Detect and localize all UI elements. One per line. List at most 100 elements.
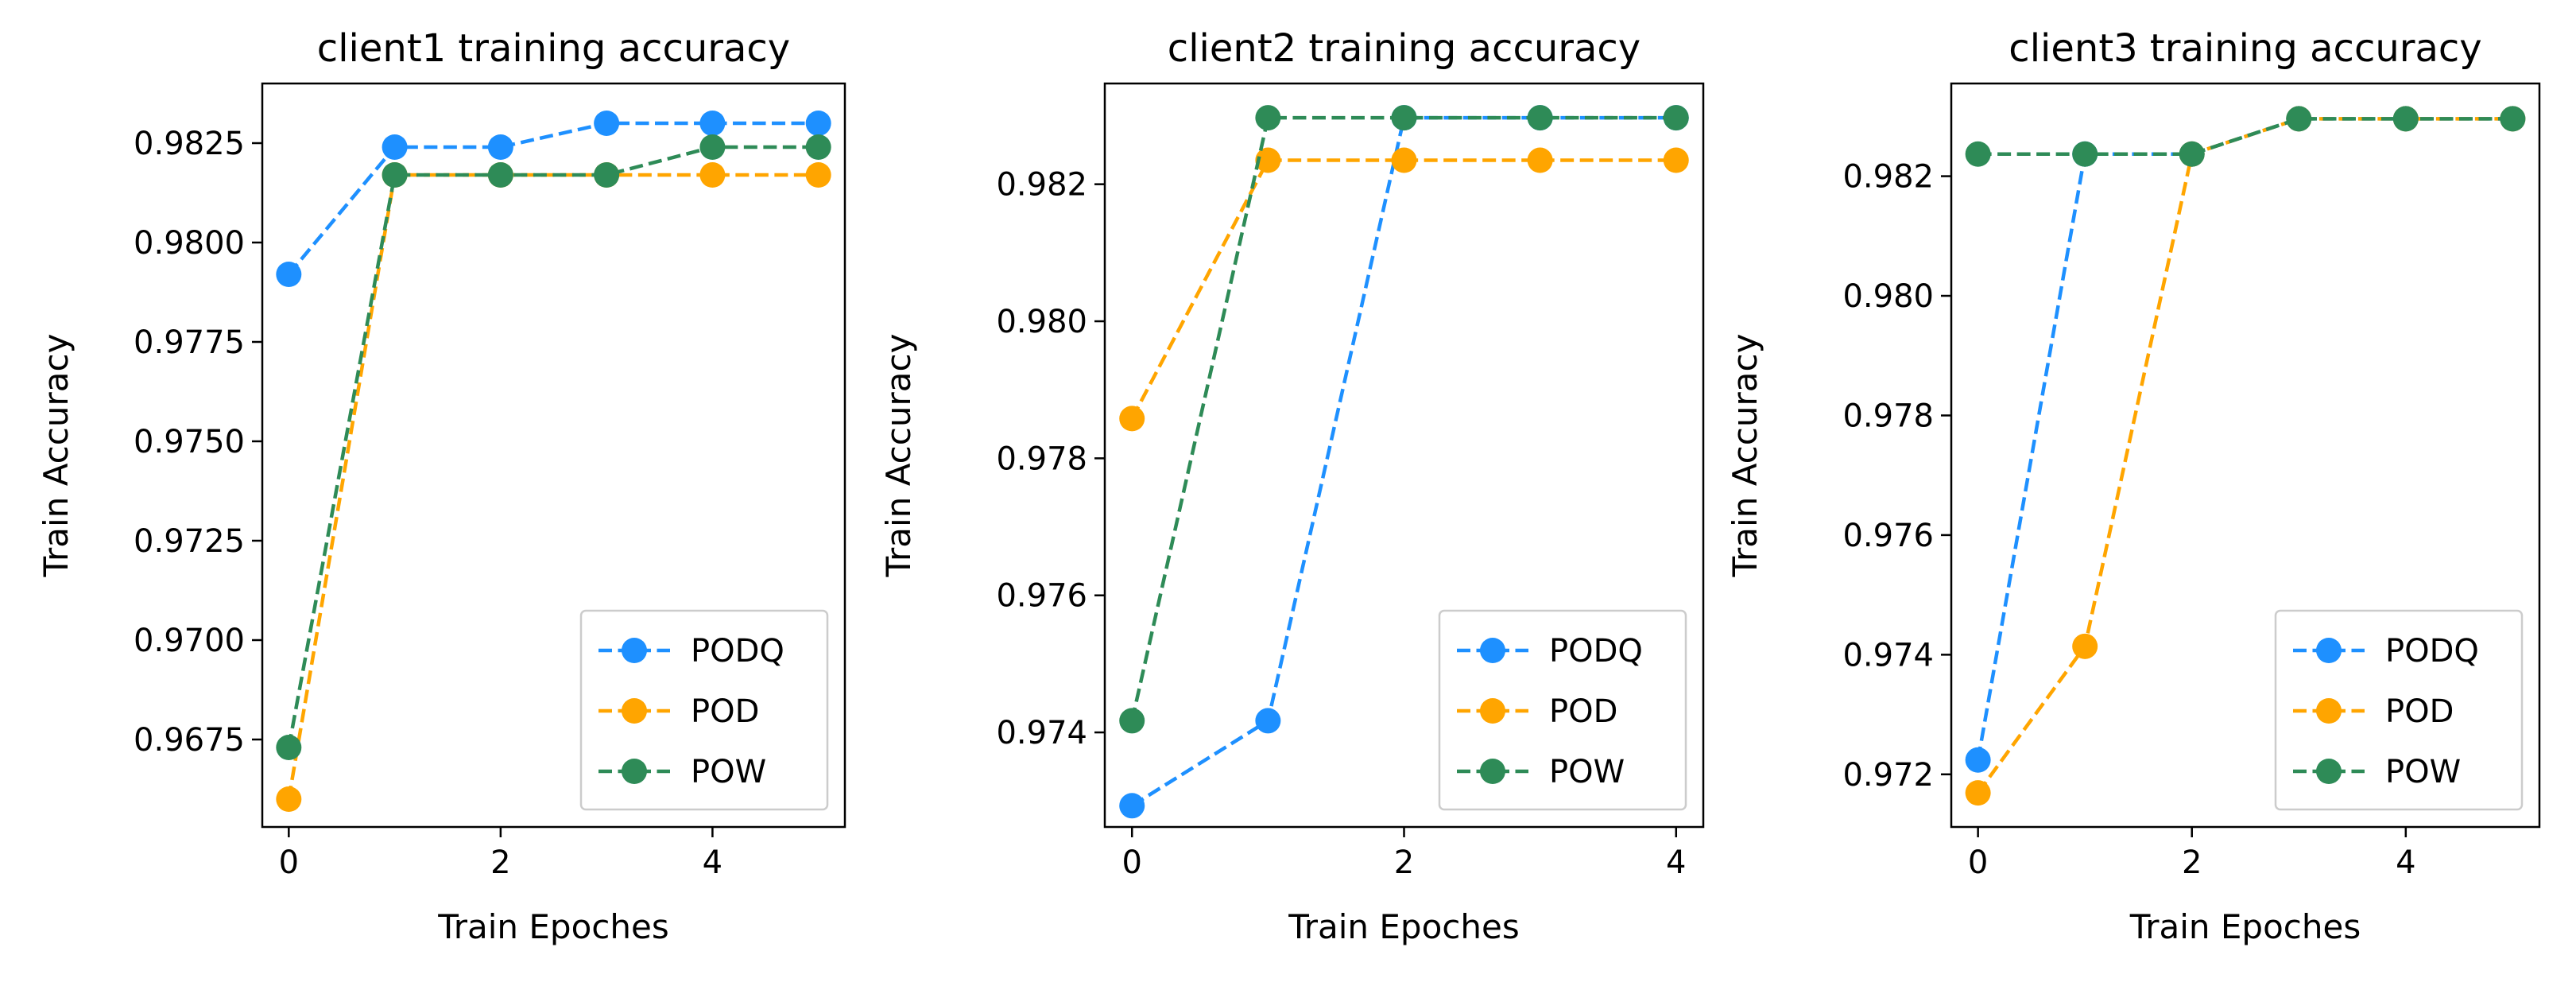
data-point-pod: [276, 786, 302, 812]
y-tick-label: 0.972: [1842, 757, 1934, 794]
data-point-pod: [1391, 147, 1417, 173]
y-tick-label: 0.9700: [134, 623, 245, 659]
x-tick-label: 2: [490, 844, 510, 881]
data-point-pow: [2179, 141, 2205, 167]
legend-label: POW: [2385, 754, 2461, 790]
y-tick-label: 0.9825: [134, 126, 245, 162]
legend-box: [2274, 609, 2524, 811]
y-tick-label: 0.9800: [134, 225, 245, 262]
data-point-podq: [1119, 793, 1145, 819]
x-tick-label: 0: [1968, 844, 1988, 881]
data-point-pod: [2072, 633, 2098, 659]
y-tick-label: 0.982: [1842, 159, 1934, 196]
data-point-pow: [276, 735, 302, 760]
x-tick-label: 0: [1122, 844, 1142, 881]
y-tick-label: 0.9750: [134, 424, 245, 460]
data-point-pow: [382, 162, 408, 188]
legend-box: [579, 609, 829, 811]
data-point-pod: [1965, 780, 1991, 806]
data-point-pow: [594, 162, 620, 188]
legend-marker: [1480, 698, 1505, 724]
chart-title: client3 training accuracy: [2009, 26, 2481, 71]
data-point-pow: [805, 134, 831, 160]
legend-marker: [2316, 759, 2342, 784]
chart-panel-2: client2 training accuracy 0.974 0.976 0.978…: [879, 26, 1705, 946]
data-point-podq: [805, 111, 831, 136]
series-line-podq: [287, 121, 819, 276]
legend-marker: [1480, 759, 1505, 784]
legend: PODQ POD POW: [2274, 609, 2524, 811]
axes-frame: [261, 82, 846, 829]
x-axis-label: Train Epoches: [2129, 907, 2361, 946]
data-point-podq: [276, 262, 302, 287]
data-point-pod: [1255, 147, 1281, 173]
legend-label: POD: [2385, 693, 2454, 730]
chart-panel-3: client3 training accuracy 0.972 0.974 0.976…: [1726, 26, 2541, 946]
data-point-pow: [1255, 105, 1281, 131]
y-tick-label: 0.980: [1842, 278, 1934, 315]
x-tick-label: 2: [2182, 844, 2202, 881]
x-axis-label: Train Epoches: [437, 907, 668, 946]
data-point-pod: [1663, 147, 1689, 173]
data-point-pow: [1965, 141, 1991, 167]
legend-label: POW: [691, 754, 766, 790]
data-point-pow: [699, 134, 726, 160]
data-point-pow: [2392, 106, 2419, 132]
series-line-pow: [1130, 115, 1676, 721]
legend-label: PODQ: [2385, 633, 2479, 670]
legend: PODQ POD POW: [1438, 609, 1687, 811]
data-point-pod: [699, 162, 726, 188]
chart-title: client1 training accuracy: [317, 26, 790, 71]
data-point-pow: [1527, 105, 1553, 131]
data-point-pow: [2286, 106, 2312, 132]
data-point-podq: [1255, 708, 1281, 734]
y-tick-label: 0.976: [996, 578, 1087, 615]
legend-label: POD: [1549, 693, 1617, 730]
x-tick-label: 4: [703, 844, 722, 881]
legend-marker: [622, 638, 647, 663]
data-point-pow: [1391, 105, 1417, 131]
data-point-pow: [1119, 708, 1145, 734]
y-tick-label: 0.974: [1842, 637, 1934, 674]
data-point-podq: [382, 134, 408, 160]
legend-label: PODQ: [691, 633, 784, 670]
data-point-podq: [699, 111, 726, 136]
y-tick-label: 0.9675: [134, 722, 245, 759]
x-axis-label: Train Epoches: [1288, 907, 1519, 946]
x-tick-label: 4: [2396, 844, 2415, 881]
legend: PODQ POD POW: [579, 609, 829, 811]
y-tick-label: 0.982: [996, 167, 1087, 204]
axes-frame: [1103, 82, 1705, 829]
y-axis-label: Train Accuracy: [1726, 334, 1764, 578]
legend-marker: [622, 698, 647, 724]
x-tick-label: 0: [279, 844, 299, 881]
x-tick-label: 2: [1394, 844, 1414, 881]
series-line-pow: [1978, 117, 2513, 157]
data-point-pod: [805, 162, 831, 188]
y-axis-label: Train Accuracy: [879, 334, 918, 578]
y-tick-label: 0.978: [996, 441, 1087, 477]
legend-marker: [2316, 698, 2342, 724]
data-point-pod: [1119, 406, 1145, 432]
legend-label: POD: [691, 693, 759, 730]
y-tick-label: 0.9775: [134, 324, 245, 361]
chart-title: client2 training accuracy: [1168, 26, 1641, 71]
series-line-pow: [287, 145, 819, 748]
y-tick-label: 0.976: [1842, 518, 1934, 554]
data-point-podq: [594, 111, 620, 136]
legend-marker: [622, 759, 647, 784]
legend-label: PODQ: [1549, 633, 1643, 670]
series-line-pod: [1130, 158, 1676, 420]
y-tick-label: 0.980: [996, 304, 1087, 340]
legend-label: POW: [1549, 754, 1625, 790]
chart-panel-1: client1 training accuracy 0.9675 0.9700 0.9…: [37, 26, 846, 946]
data-point-pod: [1527, 147, 1553, 173]
y-tick-label: 0.978: [1842, 398, 1934, 434]
y-axis-label: Train Accuracy: [37, 334, 76, 578]
legend-marker: [2316, 638, 2342, 663]
legend-box: [1438, 609, 1687, 811]
y-tick-label: 0.9725: [134, 523, 245, 560]
legend-marker: [1480, 638, 1505, 663]
data-point-pow: [2500, 106, 2526, 132]
